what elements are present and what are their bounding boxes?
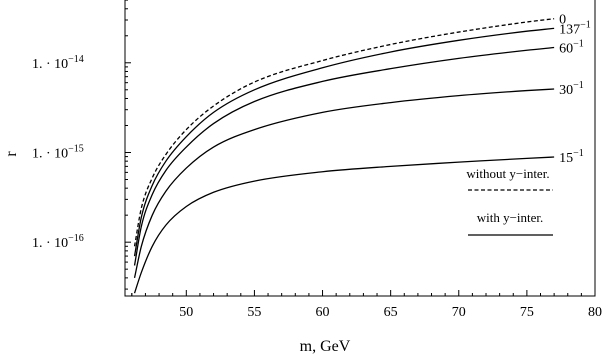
series-label: 30−1 [559, 80, 584, 98]
y-tick-label: 1. · 10−15 [32, 143, 84, 161]
series-label: 60−1 [559, 39, 584, 57]
x-tick-label: 60 [316, 305, 330, 320]
series-line [133, 156, 555, 294]
x-axis-ticks: 50 55 60 65 70 75 80 [131, 290, 602, 320]
y-tick-mantissa: 1. · 10 [32, 57, 68, 72]
legend-label: without y−inter. [466, 166, 549, 181]
y-tick-exponent: −14 [68, 54, 84, 65]
series-label-exponent: −1 [573, 80, 584, 91]
y-tick-label: 1. · 10−16 [32, 233, 84, 251]
y-tick-exponent: −15 [68, 143, 84, 154]
series-label-exponent: −1 [573, 148, 584, 159]
series-label-base: 15 [559, 151, 573, 166]
x-tick-label: 80 [588, 305, 602, 320]
y-axis-ticks: 1. · 10−141. · 10−151. · 10−16 [32, 0, 131, 290]
x-tick-label: 65 [384, 305, 398, 320]
series-line [133, 18, 555, 247]
x-tick-label: 55 [247, 305, 261, 320]
x-tick-label: 75 [520, 305, 534, 320]
axes-frame [124, 0, 596, 297]
series-label: 0 [559, 13, 566, 28]
series-label-base: 30 [559, 83, 573, 98]
series-label-base: 0 [559, 13, 566, 28]
series-label-base: 60 [559, 42, 573, 57]
plot-frame [124, 0, 596, 297]
x-tick-label: 50 [179, 305, 193, 320]
series-line [133, 46, 555, 266]
x-tick-label: 70 [452, 305, 466, 320]
series-label-exponent: −1 [573, 39, 584, 50]
x-axis-title: m, GeV [300, 338, 351, 355]
series-label-exponent: −1 [580, 19, 591, 30]
series-label-base: 137 [559, 22, 580, 37]
y-axis-title: r [3, 151, 20, 157]
series-line [133, 88, 555, 279]
series-line [133, 27, 555, 257]
series-label: 137−1 [559, 19, 591, 37]
legend-label: with y−inter. [477, 210, 544, 225]
legend: without y−inter. with y−inter. [466, 166, 553, 236]
y-tick-label: 1. · 10−14 [32, 54, 84, 72]
y-tick-mantissa: 1. · 10 [32, 146, 68, 161]
series-curves [133, 18, 555, 294]
y-tick-mantissa: 1. · 10 [32, 236, 68, 251]
y-tick-exponent: −16 [68, 233, 84, 244]
series-label: 15−1 [559, 148, 584, 166]
